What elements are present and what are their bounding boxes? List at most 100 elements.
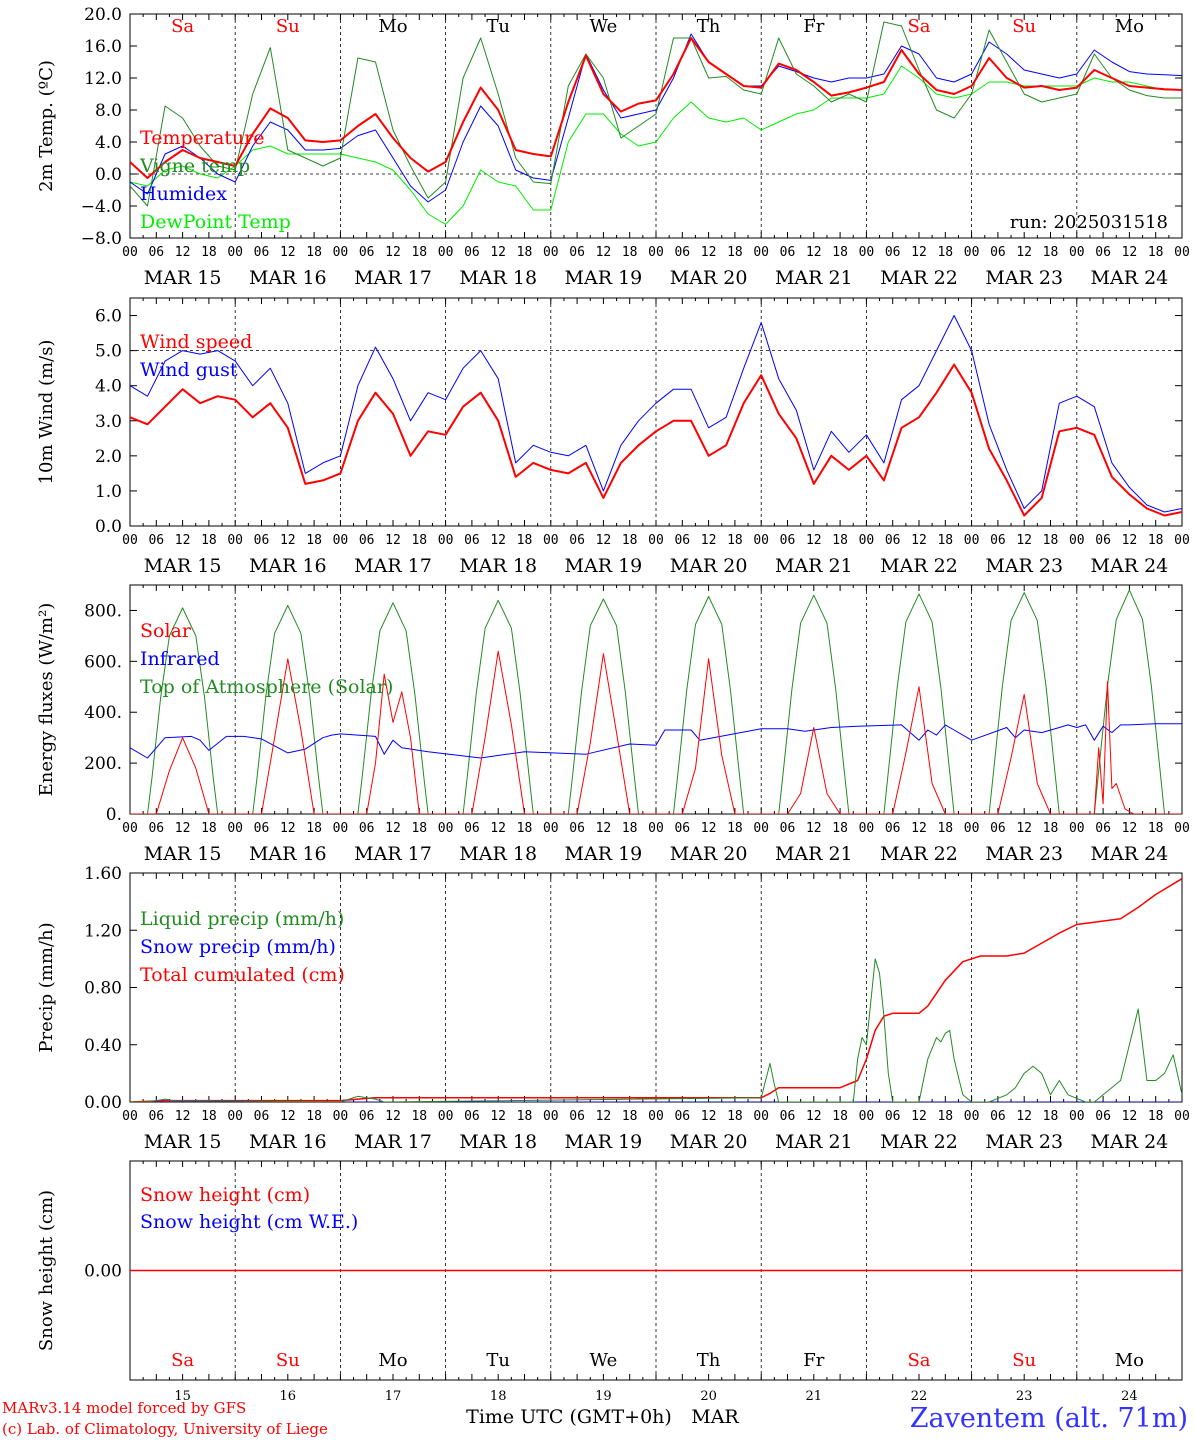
x-hour-label: 18 [622,1109,638,1124]
y-tick-label: 200. [84,754,122,774]
y-tick-label: 16.0 [84,37,122,57]
x-hour-label: 18 [517,245,533,260]
day-name-bottom: Fr [803,1350,824,1371]
x-hour-label: 06 [780,821,796,836]
legend-entry: Snow precip (mm/h) [140,936,336,958]
x-hour-label: 12 [701,821,717,836]
y-axis-label: Snow height (cm) [36,1190,57,1351]
legend-entry: Snow height (cm W.E.) [140,1211,358,1233]
day-name-bottom: We [590,1350,618,1371]
x-date-label: MAR 23 [985,267,1063,289]
x-hour-label: 06 [148,245,164,260]
x-hour-label: 00 [227,821,243,836]
x-hour-label: 00 [964,245,980,260]
x-hour-label: 00 [333,245,349,260]
x-date-label: MAR 15 [144,555,222,577]
x-hour-label: 18 [1148,821,1164,836]
x-hour-label: 12 [1016,821,1032,836]
day-name-bottom: Tu [486,1350,510,1371]
x-date-label: MAR 21 [775,843,853,865]
series-line-top-of-atmosphere-solar- [130,589,1182,814]
legend-entry: Liquid precip (mm/h) [140,908,344,930]
day-name-top: Mo [1115,16,1144,37]
panel-snow: 0.00 Snow height (cm) Snow height (cm) Snow… [36,1160,1183,1381]
x-hour-label: 00 [859,821,875,836]
x-hour-label: 12 [596,1109,612,1124]
y-axis-label: Energy fluxes (W/m²) [36,603,57,797]
month-label: MAR [691,1406,739,1428]
x-date-label: MAR 22 [880,267,958,289]
y-tick-label: 0.80 [84,979,122,999]
x-hour-label: 12 [175,1109,191,1124]
x-hour-label: 18 [937,1109,953,1124]
x-hour-label: 12 [1122,821,1138,836]
y-tick-label: 5.0 [95,342,122,362]
x-hour-label: 00 [543,821,559,836]
x-date-label: MAR 24 [1091,555,1169,577]
y-tick-label: 4.0 [95,377,122,397]
x-hour-label: 06 [254,821,270,836]
x-hour-label: 06 [569,1109,585,1124]
x-date-label: MAR 19 [565,267,643,289]
day-name-top: Su [276,16,300,37]
x-hour-label: 18 [1148,1109,1164,1124]
legend-entry: Infrared [140,648,220,670]
x-hour-label: 12 [385,245,401,260]
series-line-wind-gust [130,315,1182,513]
x-hour-label: 18 [201,821,217,836]
day-name-bottom: Sa [907,1350,930,1371]
x-hour-label: 12 [280,1109,296,1124]
day-number: 19 [595,1389,612,1404]
x-hour-label: 12 [596,533,612,548]
x-date-label: MAR 22 [880,1131,958,1153]
x-hour-label: 18 [411,245,427,260]
x-hour-label: 18 [1148,245,1164,260]
y-tick-label: 0. [106,805,122,825]
x-date-label: MAR 22 [880,555,958,577]
x-hour-label: 00 [333,533,349,548]
x-date-label: MAR 19 [565,843,643,865]
x-date-label: MAR 17 [354,267,432,289]
series-line-vigne-temp [130,21,1182,207]
x-hour-label: 06 [359,1109,375,1124]
day-number: 20 [700,1389,717,1404]
x-hour-label: 00 [648,821,664,836]
x-date-label: MAR 24 [1091,267,1169,289]
x-date-label: MAR 23 [985,843,1063,865]
x-hour-label: 00 [438,821,454,836]
x-hour-label: 18 [517,1109,533,1124]
legend-entry: Total cumulated (cm) [140,964,345,986]
x-hour-label: 06 [148,1109,164,1124]
x-hour-label: 18 [306,533,322,548]
x-hour-label: 00 [333,1109,349,1124]
x-hour-label: 06 [464,821,480,836]
panel-temperature: −8.0 −4.0 0.0 4.0 8.0 12.0 16.0 20.0 2m Temp. (º… [36,5,1190,289]
x-hour-label: 18 [937,821,953,836]
x-hour-label: 00 [227,533,243,548]
x-hour-label: 06 [885,245,901,260]
x-hour-label: 06 [569,245,585,260]
day-number: 22 [911,1389,928,1404]
x-date-label: MAR 18 [459,1131,537,1153]
x-hour-label: 00 [753,245,769,260]
x-hour-label: 00 [333,821,349,836]
x-hour-label: 18 [937,533,953,548]
y-tick-label: −4.0 [81,197,122,217]
x-hour-label: 12 [1016,1109,1032,1124]
x-hour-label: 12 [596,245,612,260]
x-hour-label: 00 [438,533,454,548]
x-hour-label: 00 [753,821,769,836]
x-hour-label: 12 [490,1109,506,1124]
x-hour-label: 00 [964,1109,980,1124]
x-hour-label: 06 [569,821,585,836]
y-tick-label: 0.0 [95,165,122,185]
x-hour-label: 12 [175,821,191,836]
x-date-label: MAR 18 [459,555,537,577]
day-number: 18 [490,1389,507,1404]
x-hour-label: 18 [727,245,743,260]
x-hour-label: 06 [254,533,270,548]
x-hour-label: 18 [1043,245,1059,260]
x-hour-label: 00 [227,1109,243,1124]
day-name-top: Su [1012,16,1036,37]
x-hour-label: 18 [306,1109,322,1124]
